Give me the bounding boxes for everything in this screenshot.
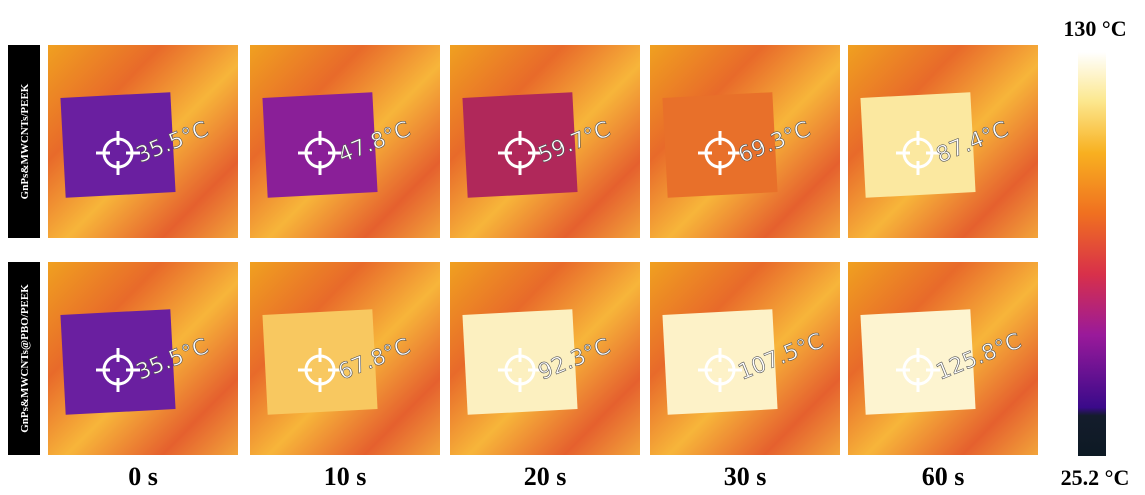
thermal-panel: 69.3°C xyxy=(650,45,840,238)
time-label: 60 s xyxy=(922,462,965,491)
time-label: 30 s xyxy=(724,462,767,491)
thermal-panel: 107.5°C xyxy=(650,262,840,455)
time-label: 10 s xyxy=(324,462,367,491)
time-label: 20 s xyxy=(524,462,567,491)
colorbar xyxy=(1078,52,1106,456)
time-label: 0 s xyxy=(128,462,158,491)
thermal-panel: 67.8°C xyxy=(250,262,440,455)
row-label-box: GnPs&MWCNTs@PBO/PEEK xyxy=(8,262,40,455)
colorbar-min: 25.2 °C xyxy=(1061,465,1130,490)
thermal-panel: 35.5°C xyxy=(48,262,238,455)
colorbar-max: 130 °C xyxy=(1063,16,1126,41)
thermal-panel: 92.3°C xyxy=(450,262,640,455)
thermal-panel: 47.8°C xyxy=(250,45,440,238)
thermal-panel: 125.8°C xyxy=(848,262,1038,455)
row-label-box: GnPs&MWCNTs/PEEK xyxy=(8,45,40,238)
row-label: GnPs&MWCNTs/PEEK xyxy=(19,83,31,199)
row-label: GnPs&MWCNTs@PBO/PEEK xyxy=(19,284,31,433)
thermal-panel: 35.5°C xyxy=(48,45,238,238)
thermal-panel: 59.7°C xyxy=(450,45,640,238)
thermal-panel: 87.4°C xyxy=(848,45,1038,238)
figure: 130 °C 25.2 °C GnPs&MWCNTs/PEEK 35.5°C47.… xyxy=(0,0,1145,495)
